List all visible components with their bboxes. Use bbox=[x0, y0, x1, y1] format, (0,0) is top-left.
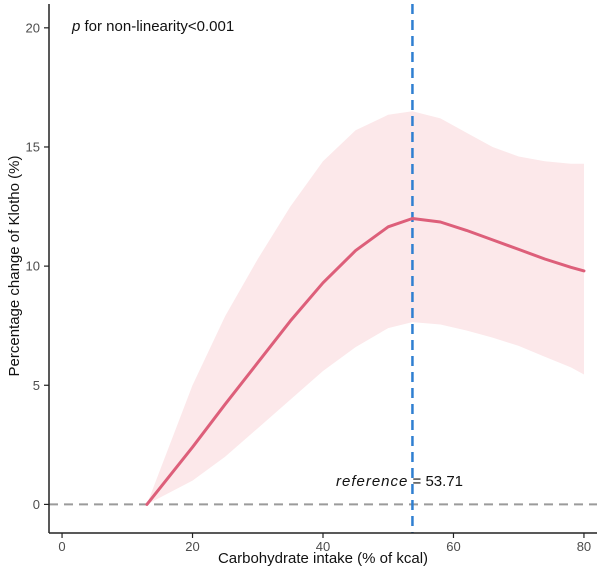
reference-value: = 53.71 bbox=[408, 473, 463, 490]
confidence-band-layer bbox=[146, 111, 584, 505]
x-tick-label: 0 bbox=[58, 539, 65, 554]
y-tick-label: 15 bbox=[26, 139, 40, 154]
confidence-band bbox=[146, 111, 584, 505]
x-tick-label: 80 bbox=[577, 539, 591, 554]
reference-lines-layer bbox=[49, 4, 597, 533]
x-tick-label: 40 bbox=[316, 539, 330, 554]
y-axis-title: Percentage change of Klotho (%) bbox=[6, 156, 23, 377]
x-tick-label: 60 bbox=[446, 539, 460, 554]
y-tick-label: 10 bbox=[26, 259, 40, 274]
spline-line-layer bbox=[145, 217, 586, 506]
nonlinearity-annotation: p for non-linearity<0.001 bbox=[71, 18, 234, 35]
reference-annotation: reference = 53.71 bbox=[336, 473, 463, 490]
y-tick-label: 5 bbox=[33, 378, 40, 393]
x-tick-label: 20 bbox=[185, 539, 199, 554]
nonlinearity-text: for non-linearity<0.001 bbox=[80, 18, 234, 35]
axes-layer: 0 5 10 15 20 0 20 40 60 80 bbox=[26, 4, 597, 554]
x-axis-title: Carbohydrate intake (% of kcal) bbox=[218, 550, 428, 567]
nonlinearity-p-symbol: p bbox=[71, 18, 80, 35]
spline-line bbox=[145, 217, 586, 506]
reference-word: reference bbox=[336, 473, 408, 490]
y-tick-label: 20 bbox=[26, 20, 40, 35]
y-tick-label: 0 bbox=[33, 497, 40, 512]
